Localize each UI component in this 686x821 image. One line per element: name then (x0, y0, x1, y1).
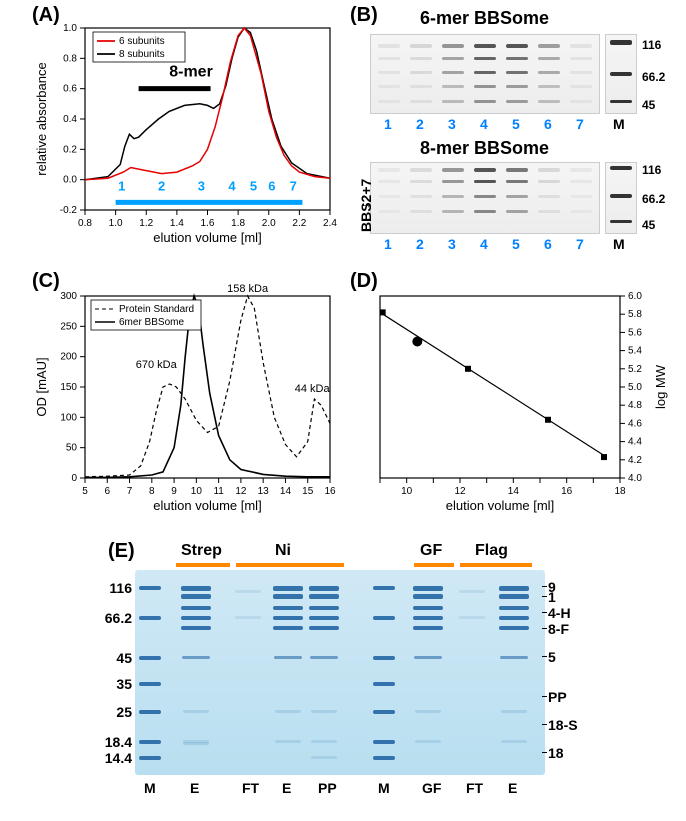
mw-45-top: 45 (642, 98, 655, 112)
svg-text:11: 11 (213, 486, 224, 497)
svg-text:6: 6 (104, 486, 110, 497)
svg-text:1.0: 1.0 (109, 218, 123, 229)
svg-text:14: 14 (280, 486, 292, 497)
mw-662-bot: 66.2 (642, 192, 665, 206)
panel-b-top-title: 6-mer BBSome (420, 8, 549, 29)
panel-e-label: (E) (108, 540, 135, 563)
svg-text:7: 7 (290, 178, 297, 193)
svg-text:8 subunits: 8 subunits (119, 49, 165, 60)
svg-text:300: 300 (60, 291, 77, 302)
svg-text:16: 16 (561, 486, 573, 497)
svg-text:2.0: 2.0 (262, 218, 276, 229)
svg-text:0.2: 0.2 (63, 144, 77, 155)
svg-text:2.2: 2.2 (292, 218, 306, 229)
svg-text:4.4: 4.4 (628, 437, 642, 448)
svg-text:elution volume [ml]: elution volume [ml] (153, 498, 261, 513)
svg-text:0.8: 0.8 (63, 53, 77, 64)
svg-text:6mer BBSome: 6mer BBSome (119, 317, 184, 328)
svg-text:5: 5 (82, 486, 88, 497)
svg-text:0.6: 0.6 (63, 84, 77, 95)
svg-text:5.6: 5.6 (628, 327, 642, 338)
col-gf: GF (420, 542, 442, 560)
svg-text:Protein Standard: Protein Standard (119, 304, 194, 315)
marker-m-top: M (613, 116, 625, 132)
panel-c-chart: 5 6 7 8 9 10 11 12 13 14 15 16 0 50 100 150 200 250 300 elu… (30, 278, 340, 518)
svg-text:5: 5 (250, 178, 257, 193)
svg-text:0: 0 (71, 473, 77, 484)
svg-text:158 kDa: 158 kDa (227, 283, 269, 295)
svg-text:0.4: 0.4 (63, 114, 77, 125)
mw-662-top: 66.2 (642, 70, 665, 84)
panel-b-label: (B) (350, 4, 378, 27)
bar-flag (460, 563, 532, 567)
svg-text:7: 7 (127, 486, 133, 497)
panel-a-chart: 0.8 1.0 1.2 1.4 1.6 1.8 2.0 2.2 2.4 -0.2 0.0 0.2 0.4… (30, 10, 340, 250)
svg-text:2: 2 (158, 178, 165, 193)
arrow-icon: → (359, 195, 373, 211)
mw-116-top: 116 (642, 38, 661, 52)
svg-text:10: 10 (401, 486, 413, 497)
svg-text:250: 250 (60, 321, 77, 332)
svg-text:log MW: log MW (653, 364, 668, 409)
svg-text:5.4: 5.4 (628, 346, 642, 357)
panel-b-bottom-title: 8-mer BBSome (420, 138, 549, 159)
svg-text:4.0: 4.0 (628, 473, 642, 484)
svg-text:44 kDa: 44 kDa (295, 383, 331, 395)
svg-text:OD [mAU]: OD [mAU] (34, 357, 49, 416)
svg-text:12: 12 (454, 486, 466, 497)
svg-text:50: 50 (66, 443, 78, 454)
svg-text:12: 12 (235, 486, 247, 497)
gel-8mer (370, 162, 600, 234)
col-flag: Flag (475, 542, 508, 560)
col-ni: Ni (275, 542, 291, 560)
svg-text:1.4: 1.4 (170, 218, 184, 229)
svg-text:100: 100 (60, 412, 77, 423)
svg-text:5.0: 5.0 (628, 382, 642, 393)
svg-text:6: 6 (268, 178, 275, 193)
svg-text:4.2: 4.2 (628, 455, 642, 466)
svg-text:4.6: 4.6 (628, 418, 642, 429)
svg-text:relative absorbance: relative absorbance (34, 62, 49, 175)
svg-text:elution volume [ml]: elution volume [ml] (153, 230, 261, 245)
mw-45-bot: 45 (642, 218, 655, 232)
col-strep: Strep (181, 542, 222, 560)
svg-text:150: 150 (60, 382, 77, 393)
svg-text:1.2: 1.2 (139, 218, 153, 229)
svg-text:16: 16 (324, 486, 336, 497)
mw-116-bot: 116 (642, 163, 661, 177)
svg-text:5.8: 5.8 (628, 309, 642, 320)
svg-text:1.0: 1.0 (63, 23, 77, 34)
svg-text:670 kDa: 670 kDa (136, 359, 178, 371)
svg-text:4: 4 (228, 178, 236, 193)
svg-text:8-mer: 8-mer (169, 64, 213, 81)
svg-text:6.0: 6.0 (628, 291, 642, 302)
svg-text:18: 18 (614, 486, 626, 497)
svg-text:5.2: 5.2 (628, 364, 642, 375)
svg-text:4.8: 4.8 (628, 400, 642, 411)
svg-text:1.8: 1.8 (231, 218, 245, 229)
bar-strep (176, 563, 230, 567)
svg-text:15: 15 (302, 486, 314, 497)
svg-text:8: 8 (149, 486, 155, 497)
marker-m-bot: M (613, 236, 625, 252)
svg-text:10: 10 (191, 486, 203, 497)
svg-text:1.6: 1.6 (201, 218, 215, 229)
svg-text:3: 3 (198, 178, 205, 193)
svg-text:0.8: 0.8 (78, 218, 92, 229)
svg-text:-0.2: -0.2 (60, 205, 78, 216)
gel-8mer-marker (605, 162, 637, 234)
svg-text:elution volume [ml]: elution volume [ml] (446, 498, 554, 513)
svg-text:9: 9 (171, 486, 177, 497)
svg-text:13: 13 (258, 486, 270, 497)
bar-gf (414, 563, 454, 567)
bar-ni (236, 563, 344, 567)
svg-text:0.0: 0.0 (63, 175, 77, 186)
svg-text:14: 14 (508, 486, 520, 497)
svg-text:6 subunits: 6 subunits (119, 36, 165, 47)
svg-text:1: 1 (118, 178, 125, 193)
svg-text:200: 200 (60, 352, 77, 363)
panel-d-chart: 10 12 14 16 184.0 4.2 4.4 4.6 4.8 5.0 5.2 5.4 5.6 5.8… (350, 278, 670, 518)
svg-text:2.4: 2.4 (323, 218, 337, 229)
